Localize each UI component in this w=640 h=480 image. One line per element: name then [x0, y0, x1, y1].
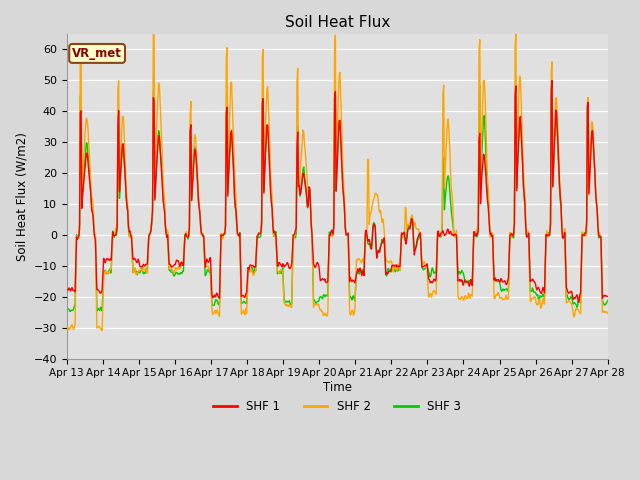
SHF 1: [63, 287, 70, 292]
SHF 3: [212, 297, 220, 303]
Line: SHF 3: SHF 3: [67, 86, 608, 312]
SHF 1: [575, 299, 582, 305]
SHF 2: [129, 269, 137, 275]
SHF 2: [420, 259, 428, 264]
SHF 1: [419, 264, 426, 270]
SHF 2: [404, 222, 412, 228]
SHF 3: [604, 298, 612, 303]
Title: Soil Heat Flux: Soil Heat Flux: [285, 15, 390, 30]
SHF 2: [213, 307, 221, 313]
SHF 3: [129, 269, 137, 275]
SHF 1: [548, 78, 556, 84]
SHF 3: [63, 305, 70, 311]
SHF 1: [73, 234, 81, 240]
SHF 2: [73, 233, 81, 239]
Legend: SHF 1, SHF 2, SHF 3: SHF 1, SHF 2, SHF 3: [209, 395, 466, 418]
SHF 3: [74, 235, 81, 240]
SHF 1: [183, 234, 191, 240]
SHF 1: [212, 294, 220, 300]
SHF 3: [476, 84, 484, 89]
Y-axis label: Soil Heat Flux (W/m2): Soil Heat Flux (W/m2): [15, 132, 28, 261]
SHF 3: [184, 236, 192, 242]
Text: VR_met: VR_met: [72, 47, 122, 60]
Line: SHF 1: SHF 1: [67, 81, 608, 302]
SHF 3: [67, 309, 74, 314]
SHF 2: [150, 24, 158, 30]
SHF 2: [604, 311, 612, 316]
X-axis label: Time: Time: [323, 381, 352, 394]
SHF 1: [403, 236, 411, 242]
SHF 1: [129, 245, 136, 251]
SHF 3: [420, 267, 428, 273]
Line: SHF 2: SHF 2: [67, 27, 608, 331]
SHF 1: [604, 293, 612, 299]
SHF 2: [99, 328, 106, 334]
SHF 2: [185, 234, 193, 240]
SHF 2: [63, 324, 70, 329]
SHF 3: [404, 224, 412, 230]
